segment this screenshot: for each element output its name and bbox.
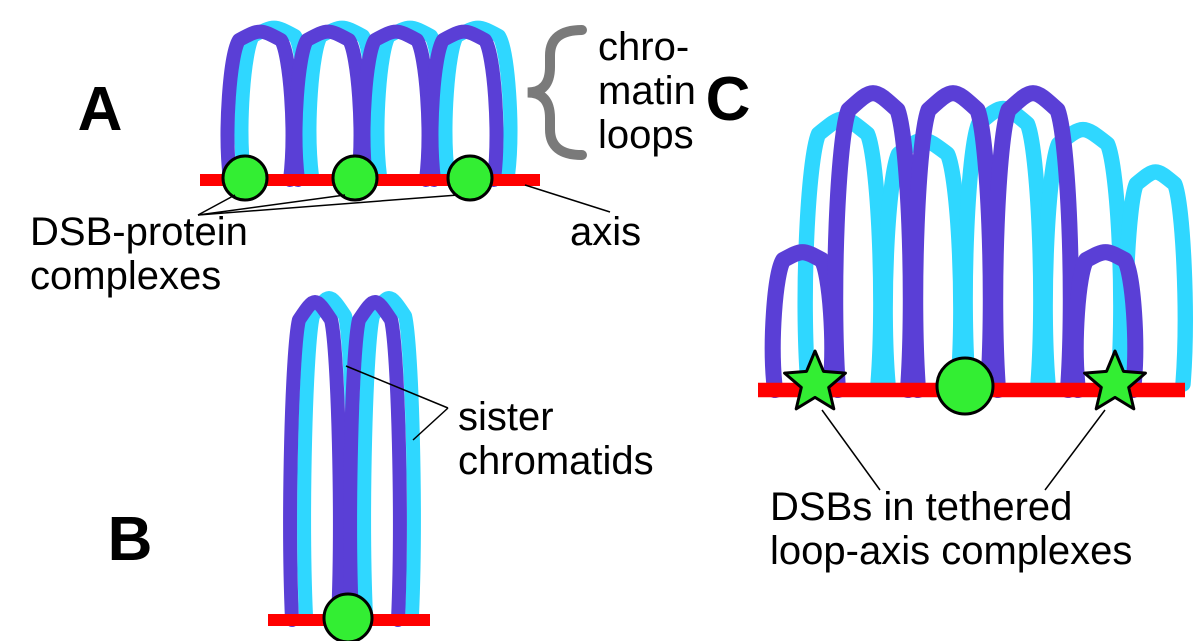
panel-label-b: B [108, 505, 153, 574]
leader-line [525, 185, 610, 212]
label-dsbs-tethered: DSBs in tetheredloop-axis complexes [770, 485, 1132, 573]
panel-label-c: C [706, 65, 751, 134]
dsb-circle-marker [448, 156, 492, 200]
leader-line [1045, 410, 1105, 490]
label-sister-chromatids: sisterchromatids [458, 395, 654, 483]
label-dsb-protein-complexes: DSB-proteincomplexes [30, 210, 248, 298]
panel-label-a: A [78, 75, 123, 144]
label-axis: axis [570, 210, 641, 254]
label-chromatin-loops: chro-matinloops [598, 25, 696, 157]
panel-b: Bsisterchromatids [108, 298, 654, 641]
leader-line [822, 410, 880, 490]
panel-a: Achro-matinloops DSB-proteincomplexes axis [30, 25, 696, 298]
dsb-circle-marker [223, 156, 267, 200]
curly-brace [528, 30, 582, 155]
dsb-circle-marker [324, 594, 372, 641]
dsb-circle-marker [333, 156, 377, 200]
dsb-circle-marker [937, 358, 993, 414]
panel-c: C DSBs in tetheredloop-axis complexes [706, 65, 1186, 573]
